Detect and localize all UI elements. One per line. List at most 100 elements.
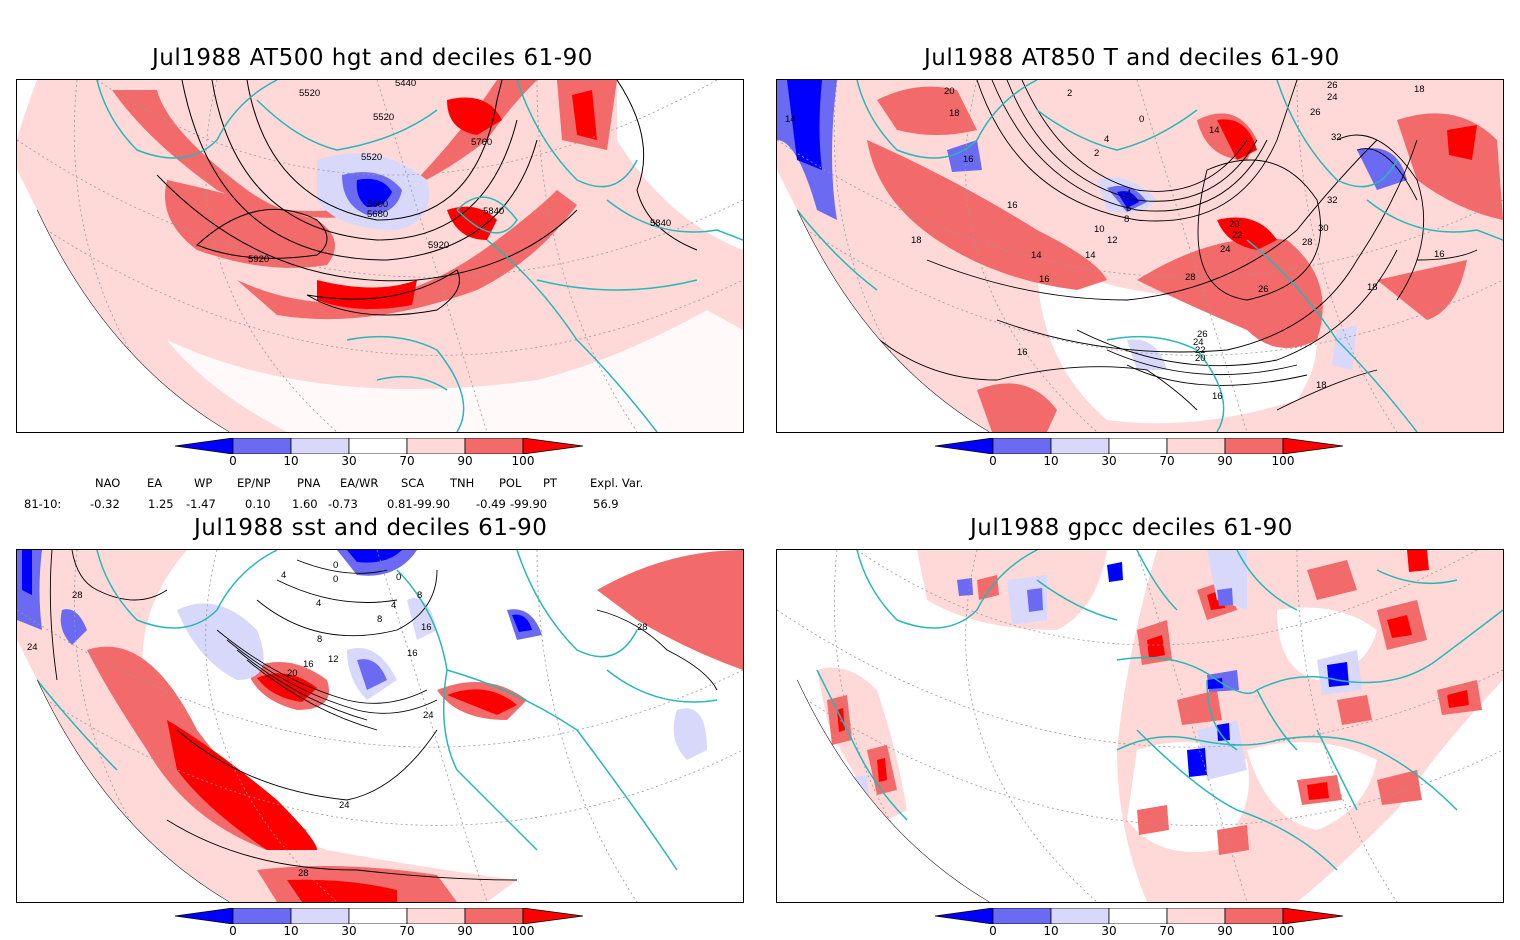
colorbar-tick: 70 — [1159, 454, 1175, 468]
contour-label: 5520 — [373, 112, 394, 123]
index-header: PT — [543, 476, 557, 490]
colorbar-tick: 90 — [457, 924, 473, 938]
contour-label: 5680 — [367, 209, 388, 220]
index-value: -0.49 — [476, 497, 506, 511]
colorbar-tick: 100 — [511, 924, 535, 938]
colorbar-tick: 10 — [1043, 454, 1059, 468]
contour-label: 16 — [1212, 391, 1223, 402]
contour-label: 5840 — [483, 206, 504, 217]
contour-label: 12 — [1107, 235, 1118, 246]
contour-label: 16 — [1434, 249, 1445, 260]
colorbar-tick: 0 — [989, 924, 997, 938]
contour-label: 26 — [1310, 107, 1321, 118]
map-gpcc-svg — [777, 550, 1503, 902]
contour-label: 14 — [785, 114, 796, 125]
colorbar-tick: 0 — [229, 454, 237, 468]
contour-label: 2 — [1067, 88, 1072, 99]
contour-label: 8 — [417, 590, 422, 601]
contour-label: 32 — [1327, 195, 1338, 206]
colorbar-tick: 30 — [1101, 454, 1117, 468]
contour-label: 22 — [1232, 230, 1243, 241]
contour-label: 26 — [1197, 329, 1208, 340]
contour-label: 5840 — [650, 218, 671, 229]
colorbar-tick: 10 — [283, 454, 299, 468]
index-value: 1.60 — [292, 497, 318, 511]
colorbar-tick: 90 — [457, 454, 473, 468]
contour-label: 5920 — [248, 254, 269, 265]
colorbar-tick: 100 — [1271, 924, 1295, 938]
colorbar-tick: 10 — [1043, 924, 1059, 938]
contour-label: 24 — [27, 642, 38, 653]
colorbar-sst: 0 10 30 70 90 100 — [175, 908, 585, 940]
contour-label: 0 — [396, 572, 401, 583]
contour-label: 16 — [963, 154, 974, 165]
contour-label: 5600 — [367, 199, 388, 210]
contour-label: 24 — [1193, 337, 1204, 348]
contour-label: 0 — [333, 560, 338, 571]
colorbar-tick: 70 — [399, 924, 415, 938]
colorbar-tick: 30 — [341, 454, 357, 468]
contour-label: 16 — [1017, 347, 1028, 358]
contour-label: 16 — [303, 659, 314, 670]
index-value: -99.90 — [510, 497, 548, 511]
contour-label: 32 — [1331, 132, 1342, 143]
index-value: -0.32 — [90, 497, 120, 511]
index-header: EP/NP — [237, 476, 271, 490]
contour-label: 16 — [421, 622, 432, 633]
contour-label: 28 — [72, 590, 83, 601]
contour-label: 24 — [1327, 92, 1338, 103]
contour-label: 5520 — [299, 88, 320, 99]
map-panel-gpcc — [776, 549, 1504, 903]
contour-label: 28 — [637, 622, 648, 633]
colorbar-tick: 70 — [1159, 924, 1175, 938]
map-panel-sst: 28 24 4 0 0 4 0 4 8 8 8 16 16 12 20 16 2… — [16, 549, 744, 903]
contour-label: 8 — [317, 634, 322, 645]
contour-label: 0 — [333, 574, 338, 585]
contour-label: 24 — [339, 800, 350, 811]
index-header: EA — [147, 476, 163, 490]
colorbar-svg — [175, 908, 584, 924]
panel-title-t850: Jul1988 AT850 T and deciles 61-90 — [924, 45, 1340, 71]
index-header: TNH — [450, 476, 475, 490]
colorbar-tick: 100 — [511, 454, 535, 468]
contour-label: 18 — [911, 235, 922, 246]
contour-label: 5760 — [471, 137, 492, 148]
contour-label: 4 — [1104, 134, 1109, 145]
contour-label: 26 — [1327, 80, 1338, 91]
colorbar-tick: 0 — [229, 924, 237, 938]
colorbar-gpcc: 0 10 30 70 90 100 — [935, 908, 1345, 940]
colorbar-tick: 30 — [1101, 924, 1117, 938]
contour-label: 20 — [287, 668, 298, 679]
contour-label: 4 — [1126, 188, 1131, 199]
contour-label: 5520 — [361, 152, 382, 163]
colorbar-svg — [935, 908, 1344, 924]
index-value: -1.47 — [186, 497, 216, 511]
contour-label: 28 — [1302, 237, 1313, 248]
contour-label: 18 — [949, 108, 960, 119]
contour-label: 16 — [407, 648, 418, 659]
colorbar-tick: 10 — [283, 924, 299, 938]
contour-label: 10 — [1094, 224, 1105, 235]
index-header: NAO — [95, 476, 121, 490]
contour-label: 8 — [377, 614, 382, 625]
colorbar-tick: 90 — [1217, 454, 1233, 468]
contour-label: 20 — [1195, 353, 1206, 364]
contour-label: 28 — [298, 868, 309, 879]
index-header: POL — [499, 476, 522, 490]
colorbar-tick: 90 — [1217, 924, 1233, 938]
contour-label: 30 — [1318, 223, 1329, 234]
colorbar-svg — [935, 438, 1344, 454]
contour-label: 18 — [1367, 282, 1378, 293]
index-header: EA/WR — [340, 476, 379, 490]
contour-label: 14 — [1209, 125, 1220, 136]
index-header: Expl. Var. — [590, 476, 644, 490]
contour-label: 16 — [1007, 200, 1018, 211]
colorbar-tick: 0 — [989, 454, 997, 468]
map-sst-svg: 28 24 4 0 0 4 0 4 8 8 8 16 16 12 20 16 2… — [17, 550, 743, 902]
index-value: 0.10 — [245, 497, 271, 511]
contour-label: 4 — [316, 598, 321, 609]
colorbar-t850: 0 10 30 70 90 100 — [935, 438, 1345, 470]
contour-label: 5920 — [428, 240, 449, 251]
index-value: 1.25 — [148, 497, 174, 511]
index-row-label: 81-10: — [24, 497, 62, 511]
